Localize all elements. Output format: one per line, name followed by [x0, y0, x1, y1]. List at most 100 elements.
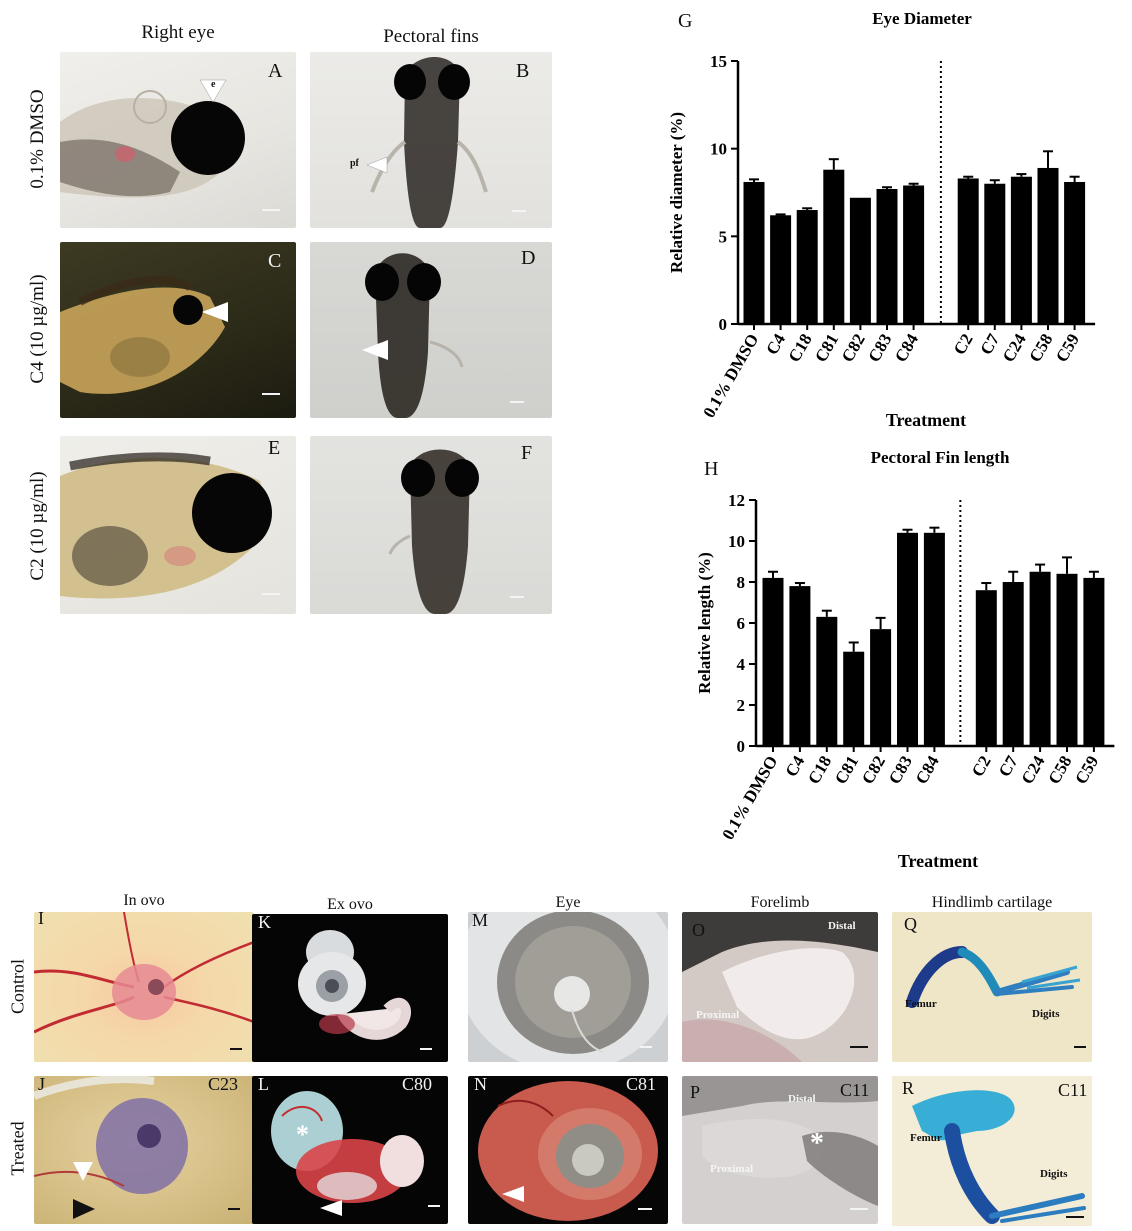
- panel-r-compound: C11: [1058, 1080, 1088, 1100]
- x-tick-label: C81: [831, 753, 862, 788]
- panel-c-letter: C: [268, 250, 282, 272]
- col-title-pectoral-fins: Pectoral fins: [383, 26, 479, 47]
- y-tick-label: 0: [737, 737, 746, 756]
- panel-i-scale-bar: [230, 1048, 242, 1050]
- panel-n-photo: [468, 1076, 668, 1224]
- x-tick-label: 0.1% DMSO: [699, 331, 762, 421]
- y-tick-label: 5: [719, 227, 728, 246]
- x-tick-label: C83: [885, 753, 916, 788]
- bar: [1064, 181, 1086, 324]
- x-tick-label: C81: [811, 331, 842, 366]
- panel-p-compound: C11: [840, 1080, 870, 1100]
- panel-f-scale-bar: [510, 596, 524, 598]
- panel-m-scale-bar: [640, 1046, 652, 1048]
- panel-n-scale-bar: [638, 1208, 652, 1210]
- panel-l-asterisk: *: [296, 1120, 309, 1149]
- panel-m-photo: [468, 912, 668, 1062]
- panel-j-black-arrowhead: [73, 1199, 95, 1219]
- panel-p-distal-label: Distal: [788, 1093, 816, 1105]
- x-tick-label: C24: [1017, 752, 1048, 787]
- row-label-c4: C4 (10 µg/ml): [27, 274, 48, 384]
- panel-n-compound: C81: [626, 1074, 657, 1094]
- panel-q-femur-label: Femur: [905, 998, 937, 1010]
- x-tick-label: C82: [838, 331, 869, 366]
- y-tick-label: 10: [728, 532, 745, 551]
- bar: [876, 188, 898, 324]
- x-tick-label: C58: [1025, 331, 1056, 366]
- panel-a-arrowhead: [199, 79, 227, 103]
- panel-o-distal-label: Distal: [828, 920, 856, 932]
- panel-o-photo: [682, 912, 878, 1062]
- bar: [923, 532, 945, 746]
- panel-k-letter: K: [258, 912, 271, 932]
- panel-i-photo: [34, 912, 254, 1062]
- panel-a-eye-label: e: [211, 79, 216, 90]
- x-tick-label: C84: [912, 752, 943, 787]
- chart-eye-diameter-svg: Eye Diameter Relative diameter (%) Treatme…: [667, 9, 1096, 430]
- bar: [762, 577, 784, 746]
- panel-p-letter: P: [690, 1082, 701, 1102]
- panel-j-white-arrowhead: [73, 1162, 93, 1181]
- panel-j-photo: [34, 1076, 254, 1224]
- panel-e-scale-bar: [262, 593, 280, 595]
- chart-title: Pectoral Fin length: [871, 448, 1010, 467]
- y-tick-label: 4: [737, 655, 746, 674]
- panel-d-photo: [310, 242, 552, 418]
- panel-p-proximal-label: Proximal: [710, 1163, 754, 1175]
- panel-d-letter: D: [521, 247, 536, 269]
- panel-n-arrowhead: [502, 1186, 524, 1202]
- panel-q-letter: Q: [904, 914, 917, 934]
- y-axis-label: Relative length (%): [695, 552, 714, 694]
- panel-q-photo: [892, 912, 1092, 1062]
- x-tick-label: C59: [1071, 753, 1102, 788]
- col-title-eye: Eye: [555, 894, 581, 911]
- panel-j-scale-bar: [228, 1208, 240, 1210]
- x-tick-label: C24: [999, 330, 1030, 365]
- col-title-in-ovo: In ovo: [123, 892, 165, 909]
- panel-k-photo: [252, 914, 448, 1062]
- panel-a-letter: A: [268, 60, 283, 82]
- bar: [984, 183, 1006, 324]
- panel-f-letter: F: [521, 442, 533, 464]
- x-tick-label: C82: [858, 753, 889, 788]
- bar: [957, 178, 979, 324]
- bar: [770, 215, 792, 324]
- bar: [975, 590, 997, 746]
- bar: [823, 169, 845, 324]
- x-tick-label: C18: [804, 753, 835, 788]
- row-label-dmso: 0.1% DMSO: [27, 89, 48, 189]
- panel-a-photo: [60, 52, 296, 228]
- x-axis-label: Treatment: [886, 410, 966, 430]
- panel-p-asterisk: *: [810, 1128, 824, 1159]
- col-title-ex-ovo: Ex ovo: [327, 896, 373, 913]
- bar: [897, 532, 918, 746]
- x-tick-label: C83: [864, 331, 895, 366]
- panel-q-scale-bar: [1074, 1046, 1086, 1048]
- panel-j-compound: C23: [208, 1074, 239, 1094]
- panel-b-scale-bar: [512, 210, 526, 212]
- bar: [1002, 582, 1024, 746]
- panel-p-photo: *: [682, 1076, 878, 1224]
- y-tick-label: 8: [737, 573, 746, 592]
- panel-b-arrowhead: [366, 156, 388, 174]
- x-axis-label: Treatment: [898, 851, 978, 871]
- chart-pectoral-fin-length: Pectoral Fin length Relative length (%) Tr…: [640, 440, 1132, 880]
- panel-b-pf-label: pf: [350, 158, 359, 169]
- panel-m-letter: M: [472, 910, 489, 930]
- x-tick-label: C84: [891, 330, 922, 365]
- panel-r-femur-label: Femur: [910, 1132, 942, 1144]
- bar: [1029, 571, 1051, 746]
- x-tick-label: C59: [1052, 331, 1083, 366]
- col-title-hindlimb-cartilage: Hindlimb cartilage: [931, 894, 1053, 911]
- y-axis-label: Relative diameter (%): [667, 112, 686, 273]
- bar: [796, 210, 818, 324]
- panel-b-letter: B: [516, 60, 530, 82]
- y-tick-label: 10: [710, 140, 727, 159]
- row-label-treated: Treated: [7, 1121, 28, 1176]
- panel-o-letter: O: [692, 920, 705, 940]
- bar: [903, 185, 925, 324]
- panel-l-compound: C80: [402, 1074, 433, 1094]
- chart-eye-diameter: Eye Diameter Relative diameter (%) Treatme…: [640, 0, 1132, 440]
- panel-d-arrowhead: [362, 340, 388, 360]
- y-tick-label: 2: [737, 696, 746, 715]
